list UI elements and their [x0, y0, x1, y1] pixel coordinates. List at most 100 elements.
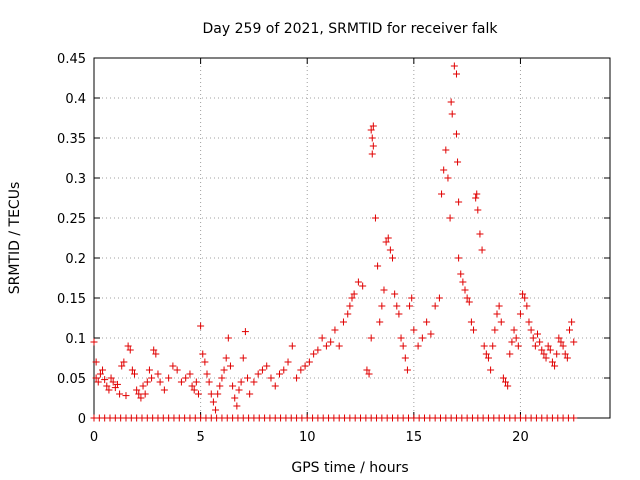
data-point — [222, 354, 230, 362]
data-point — [226, 362, 234, 370]
data-point — [365, 370, 373, 378]
data-point — [478, 246, 486, 254]
data-point — [154, 370, 162, 378]
data-point — [186, 370, 194, 378]
data-point — [207, 390, 215, 398]
data-point — [314, 346, 322, 354]
data-point — [557, 338, 565, 346]
data-point — [350, 290, 358, 298]
y-tick-label: 0.15 — [57, 292, 86, 307]
data-point — [197, 322, 205, 330]
data-point — [540, 350, 548, 358]
data-point — [542, 354, 550, 362]
data-point — [94, 378, 102, 386]
data-point — [212, 406, 220, 414]
data-point — [459, 278, 467, 286]
data-point — [118, 362, 126, 370]
data-point — [563, 354, 571, 362]
data-point — [367, 334, 375, 342]
data-point — [414, 342, 422, 350]
data-point — [128, 366, 136, 374]
data-point — [92, 374, 100, 382]
data-point — [376, 318, 384, 326]
data-point — [169, 362, 177, 370]
data-point — [561, 350, 569, 358]
data-point — [499, 374, 507, 382]
data-point — [344, 310, 352, 318]
data-point — [318, 334, 326, 342]
y-tick-label: 0.3 — [65, 172, 86, 187]
data-point — [495, 302, 503, 310]
data-point — [220, 366, 228, 374]
data-point — [205, 378, 213, 386]
data-point — [258, 366, 266, 374]
data-point — [374, 262, 382, 270]
data-point — [461, 286, 469, 294]
data-point — [447, 98, 455, 106]
data-point — [346, 302, 354, 310]
data-point — [487, 366, 495, 374]
ticks-layer: 0 0.05 0.1 0.15 0.2 0.25 0.3 0.35 0.4 0.45 0 5 10 15 2… — [57, 52, 610, 445]
data-point-zero — [570, 414, 578, 422]
data-point — [395, 310, 403, 318]
data-point — [90, 338, 98, 346]
x-tick-label: 20 — [512, 430, 529, 445]
data-point — [516, 310, 524, 318]
y-tick-label: 0.35 — [57, 132, 86, 147]
data-point — [335, 342, 343, 350]
data-point — [546, 346, 554, 354]
data-point — [452, 130, 460, 138]
data-point — [214, 390, 222, 398]
data-point — [568, 318, 576, 326]
data-point — [544, 342, 552, 350]
data-point — [188, 382, 196, 390]
data-point — [467, 318, 475, 326]
data-point — [399, 342, 407, 350]
data-point — [389, 254, 397, 262]
data-point — [570, 338, 578, 346]
data-point — [122, 392, 130, 400]
plot-frame — [93, 57, 611, 419]
data-point — [504, 382, 512, 390]
data-point — [444, 174, 452, 182]
data-point — [120, 358, 128, 366]
data-point — [463, 294, 471, 302]
data-point — [555, 334, 563, 342]
data-point — [410, 326, 418, 334]
data-point — [455, 254, 463, 262]
data-point — [368, 150, 376, 158]
data-point — [427, 330, 435, 338]
data-point — [514, 342, 522, 350]
data-point — [107, 374, 115, 382]
data-point — [450, 62, 458, 70]
data-point — [131, 370, 139, 378]
data-point — [103, 382, 111, 390]
data-point — [254, 370, 262, 378]
data-point — [141, 390, 149, 398]
data-point — [435, 294, 443, 302]
data-point — [531, 342, 539, 350]
points-layer — [90, 62, 578, 422]
data-point — [192, 378, 200, 386]
data-point — [160, 386, 168, 394]
data-point — [359, 282, 367, 290]
data-point — [559, 342, 567, 350]
chart-title: Day 259 of 2021, SRMTID for receiver fal… — [203, 21, 499, 37]
x-axis-title: GPS time / hours — [291, 460, 408, 476]
y-tick-label: 0.45 — [57, 52, 86, 67]
data-point — [145, 366, 153, 374]
data-point — [384, 234, 392, 242]
y-tick-label: 0.05 — [57, 372, 86, 387]
x-tick-label: 0 — [90, 430, 98, 445]
data-point — [293, 374, 301, 382]
data-point — [502, 378, 510, 386]
data-point — [235, 386, 243, 394]
data-point — [237, 378, 245, 386]
data-point — [267, 374, 275, 382]
data-point — [536, 338, 544, 346]
data-point — [484, 354, 492, 362]
data-point — [156, 378, 164, 386]
data-point — [218, 374, 226, 382]
data-point — [497, 318, 505, 326]
data-point — [538, 346, 546, 354]
